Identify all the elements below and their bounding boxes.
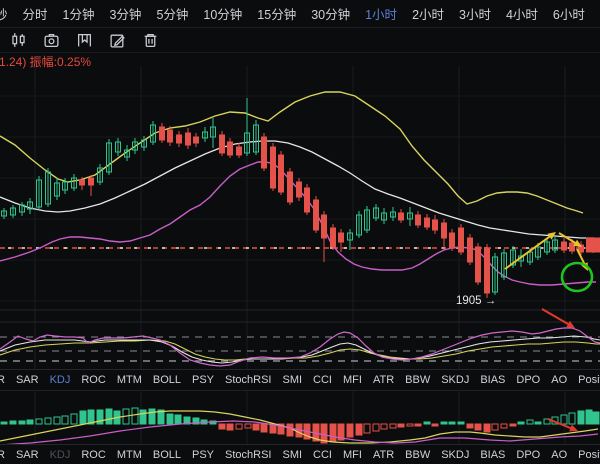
indicator-tab-CCI[interactable]: CCI [313,374,332,386]
indicator-tab-ATR[interactable]: ATR [372,374,395,386]
timeframe-30分钟[interactable]: 30分钟 [311,8,351,22]
grid [0,66,600,444]
indicator-tabs-bottom: R SAR KDJ ROC MTM BOLL PSY StochRSI SMI CCI MFI ATR… [0,444,600,464]
indicator-tab-BOLL[interactable]: BOLL [152,374,181,386]
indicator-tab-StochRSI[interactable]: StochRSI [225,374,272,386]
indicator-tab-BIAS[interactable]: BIAS [480,449,506,461]
low-price-label: 1905 → [456,295,496,307]
indicator-tab-CCI[interactable]: CCI [313,449,332,461]
indicator-tab-DPO[interactable]: DPO [516,374,541,386]
timeframe-分时[interactable]: 分时 [22,8,48,22]
timeframe-6小时[interactable]: 6小时 [552,8,585,22]
indicator-tab-SKDJ[interactable]: SKDJ [441,449,470,461]
timeframe-4小时[interactable]: 4小时 [505,8,538,22]
indicator-tab-SAR[interactable]: SAR [15,374,39,386]
indicator-tab-MTM[interactable]: MTM [116,449,142,461]
indicator-tab-KDJ[interactable]: KDJ [49,449,71,461]
timeframe-10分钟[interactable]: 10分钟 [203,8,243,22]
indicator-tab-MFI[interactable]: MFI [343,449,362,461]
green-circle-annotation [560,261,594,293]
indicator-tab-Position[interactable]: Position [578,374,600,386]
trash-icon[interactable] [142,32,159,49]
indicator-tab-StochRSI[interactable]: StochRSI [225,449,272,461]
indicator-tab-ROC[interactable]: ROC [81,449,106,461]
price-info: -1.24) 振幅:0.25% [0,55,92,69]
indicator-tab-SMI[interactable]: SMI [282,449,303,461]
timeframe-2小时[interactable]: 2小时 [412,8,445,22]
indicator-tab-DPO[interactable]: DPO [516,449,541,461]
indicator-tab-AO[interactable]: AO [551,374,568,386]
indicator-tab-PSY[interactable]: PSY [192,449,215,461]
candlestick-icon[interactable] [10,32,27,49]
indicator-tabs-middle: R SAR KDJ ROC MTM BOLL PSY StochRSI SMI CCI MFI ATR… [0,369,600,391]
drawing-toolbar [0,28,600,53]
timeframe-1小时[interactable]: 1小时 [365,8,398,22]
bookmark-icon[interactable] [76,32,93,49]
indicator-tab-KDJ[interactable]: KDJ [49,374,71,386]
candles [1,98,600,298]
annotations: 1905 → [456,232,594,432]
indicator-tab-SAR[interactable]: SAR [15,449,39,461]
timeframe-15分钟[interactable]: 15分钟 [257,8,297,22]
timeframe-3分钟[interactable]: 3分钟 [109,8,142,22]
indicator-tab-MTM[interactable]: MTM [116,374,142,386]
indicator-tab-R[interactable]: R [0,449,5,461]
timeframe-1分钟[interactable]: 1分钟 [62,8,95,22]
indicator-tab-BIAS[interactable]: BIAS [480,374,506,386]
edit-icon[interactable] [109,32,126,49]
indicator-tab-ATR[interactable]: ATR [372,449,395,461]
timeframe-3小时[interactable]: 3小时 [459,8,491,22]
timeframe-秒[interactable]: 秒 [0,8,8,22]
volume-bars [0,407,600,446]
indicator-tab-BBW[interactable]: BBW [405,449,431,461]
indicator-tab-MFI[interactable]: MFI [343,374,362,386]
timeframe-list: 秒分时 1分钟 3分钟 5分钟 10分钟 15分钟 30分钟 1小时 2小时 3小时 4小时 6小时 [0,4,585,23]
timeframe-bar: 秒分时 1分钟 3分钟 5分钟 10分钟 15分钟 30分钟 1小时 2小时 3小时 4小时 6小时 … [0,0,600,28]
timeframe-5分钟[interactable]: 5分钟 [156,8,189,22]
indicator-tab-BBW[interactable]: BBW [405,374,431,386]
indicator-tab-Position[interactable]: Position [578,449,600,461]
indicator-tab-ROC[interactable]: ROC [81,374,106,386]
indicator-tab-AO[interactable]: AO [551,449,568,461]
indicator-tab-PSY[interactable]: PSY [192,374,215,386]
indicator-tab-BOLL[interactable]: BOLL [152,449,181,461]
indicator-tab-R[interactable]: R [0,374,5,386]
kdj-levels [0,336,600,362]
kdj-lines [0,327,600,367]
indicator-tab-SMI[interactable]: SMI [282,374,303,386]
camera-icon[interactable] [43,32,60,49]
indicator-tab-SKDJ[interactable]: SKDJ [441,374,470,386]
